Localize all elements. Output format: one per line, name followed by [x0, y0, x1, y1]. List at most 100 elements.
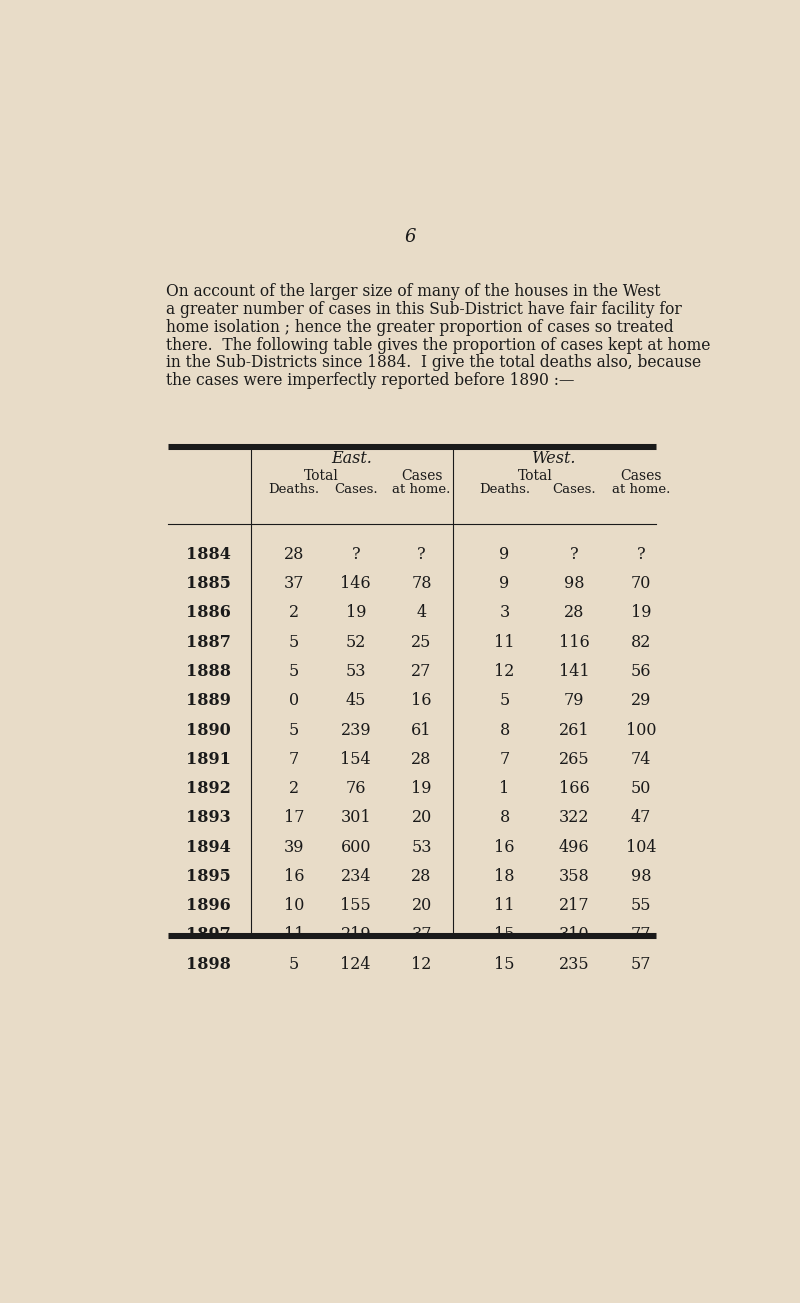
Text: 100: 100: [626, 722, 656, 739]
Text: 15: 15: [494, 926, 515, 943]
Text: 37: 37: [283, 575, 304, 592]
Text: 78: 78: [411, 575, 432, 592]
Text: 18: 18: [494, 868, 515, 885]
Text: 1892: 1892: [186, 780, 231, 797]
Text: 217: 217: [559, 896, 590, 915]
Text: 1885: 1885: [186, 575, 231, 592]
Text: 1893: 1893: [186, 809, 231, 826]
Text: 5: 5: [289, 663, 299, 680]
Text: 28: 28: [411, 868, 432, 885]
Text: in the Sub-Districts since 1884.  I give the total deaths also, because: in the Sub-Districts since 1884. I give …: [166, 354, 701, 371]
Text: 56: 56: [630, 663, 651, 680]
Text: a greater number of cases in this Sub-District have fair facility for: a greater number of cases in this Sub-Di…: [166, 301, 682, 318]
Text: 1888: 1888: [186, 663, 231, 680]
Text: 5: 5: [289, 955, 299, 972]
Text: 98: 98: [630, 868, 651, 885]
Text: 124: 124: [341, 955, 371, 972]
Text: 70: 70: [630, 575, 651, 592]
Text: 10: 10: [283, 896, 304, 915]
Text: 7: 7: [499, 751, 510, 767]
Text: 8: 8: [499, 722, 510, 739]
Text: 28: 28: [411, 751, 432, 767]
Text: 234: 234: [341, 868, 371, 885]
Text: 322: 322: [559, 809, 590, 826]
Text: 301: 301: [341, 809, 371, 826]
Text: Total: Total: [518, 469, 553, 483]
Text: 1889: 1889: [186, 692, 231, 709]
Text: 16: 16: [411, 692, 432, 709]
Text: 77: 77: [630, 926, 651, 943]
Text: Cases: Cases: [401, 469, 442, 483]
Text: 104: 104: [626, 839, 656, 856]
Text: 17: 17: [283, 809, 304, 826]
Text: 1897: 1897: [186, 926, 231, 943]
Text: 53: 53: [411, 839, 432, 856]
Text: 1890: 1890: [186, 722, 231, 739]
Text: 8: 8: [499, 809, 510, 826]
Text: 265: 265: [559, 751, 590, 767]
Text: 5: 5: [289, 633, 299, 650]
Text: 239: 239: [341, 722, 371, 739]
Text: 1: 1: [499, 780, 510, 797]
Text: 19: 19: [346, 605, 366, 622]
Text: 1887: 1887: [186, 633, 231, 650]
Text: 9: 9: [499, 546, 510, 563]
Text: 61: 61: [411, 722, 432, 739]
Text: 235: 235: [559, 955, 590, 972]
Text: ?: ?: [570, 546, 578, 563]
Text: 12: 12: [411, 955, 432, 972]
Text: 76: 76: [346, 780, 366, 797]
Text: 141: 141: [559, 663, 590, 680]
Text: 79: 79: [564, 692, 585, 709]
Text: 9: 9: [499, 575, 510, 592]
Text: 600: 600: [341, 839, 371, 856]
Text: 1891: 1891: [186, 751, 231, 767]
Text: ?: ?: [418, 546, 426, 563]
Text: 5: 5: [289, 722, 299, 739]
Text: Deaths.: Deaths.: [479, 483, 530, 496]
Text: 27: 27: [411, 663, 432, 680]
Text: Cases.: Cases.: [334, 483, 378, 496]
Text: 496: 496: [559, 839, 590, 856]
Text: On account of the larger size of many of the houses in the West: On account of the larger size of many of…: [166, 284, 660, 301]
Text: West.: West.: [532, 451, 577, 468]
Text: 1895: 1895: [186, 868, 231, 885]
Text: Total: Total: [303, 469, 338, 483]
Text: 358: 358: [559, 868, 590, 885]
Text: 37: 37: [411, 926, 432, 943]
Text: 98: 98: [564, 575, 585, 592]
Text: 1898: 1898: [186, 955, 231, 972]
Text: 16: 16: [283, 868, 304, 885]
Text: 12: 12: [494, 663, 514, 680]
Text: 57: 57: [630, 955, 651, 972]
Text: there.  The following table gives the proportion of cases kept at home: there. The following table gives the pro…: [166, 336, 710, 353]
Text: home isolation ; hence the greater proportion of cases so treated: home isolation ; hence the greater propo…: [166, 319, 674, 336]
Text: 50: 50: [630, 780, 651, 797]
Text: 15: 15: [494, 955, 515, 972]
Text: 47: 47: [630, 809, 651, 826]
Text: 11: 11: [494, 633, 515, 650]
Text: 2: 2: [289, 605, 299, 622]
Text: 11: 11: [283, 926, 304, 943]
Text: 146: 146: [341, 575, 371, 592]
Text: 29: 29: [630, 692, 651, 709]
Text: at home.: at home.: [393, 483, 451, 496]
Text: 82: 82: [630, 633, 651, 650]
Text: 166: 166: [559, 780, 590, 797]
Text: 39: 39: [283, 839, 304, 856]
Text: Cases.: Cases.: [553, 483, 596, 496]
Text: 116: 116: [559, 633, 590, 650]
Text: 261: 261: [559, 722, 590, 739]
Text: 310: 310: [559, 926, 590, 943]
Text: 28: 28: [564, 605, 585, 622]
Text: 74: 74: [630, 751, 651, 767]
Text: 20: 20: [411, 896, 432, 915]
Text: 25: 25: [411, 633, 432, 650]
Text: 20: 20: [411, 809, 432, 826]
Text: 6: 6: [404, 228, 416, 246]
Text: 1894: 1894: [186, 839, 231, 856]
Text: 55: 55: [630, 896, 651, 915]
Text: 4: 4: [417, 605, 426, 622]
Text: 53: 53: [346, 663, 366, 680]
Text: 2: 2: [289, 780, 299, 797]
